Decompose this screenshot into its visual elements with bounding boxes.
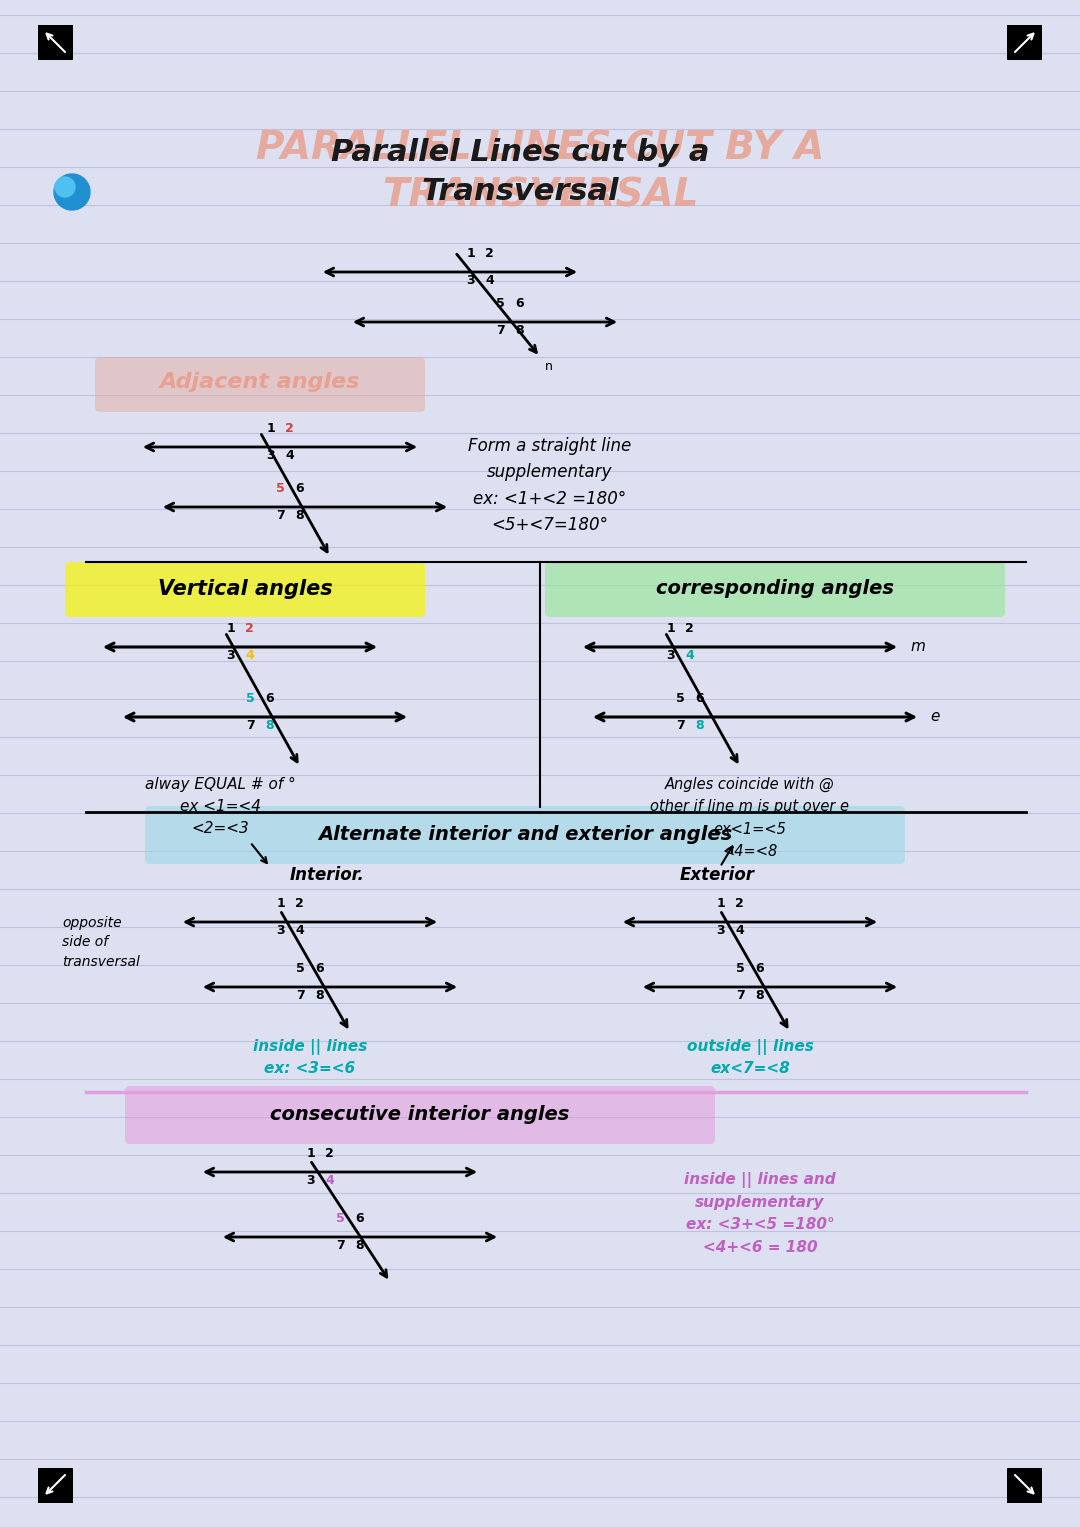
Text: 6: 6 bbox=[696, 692, 704, 705]
Text: 5: 5 bbox=[336, 1212, 345, 1225]
Text: 4: 4 bbox=[245, 649, 254, 663]
Text: 4: 4 bbox=[325, 1174, 334, 1186]
Text: 8: 8 bbox=[295, 508, 303, 522]
Text: n: n bbox=[545, 360, 553, 373]
Text: outside || lines
ex<7=<8: outside || lines ex<7=<8 bbox=[687, 1038, 813, 1077]
Text: opposite
side of
transversal: opposite side of transversal bbox=[62, 916, 140, 968]
Text: 7: 7 bbox=[496, 324, 505, 337]
Text: corresponding angles: corresponding angles bbox=[656, 580, 894, 599]
Text: 2: 2 bbox=[735, 896, 744, 910]
Text: 3: 3 bbox=[227, 649, 235, 663]
Circle shape bbox=[55, 177, 75, 197]
FancyBboxPatch shape bbox=[95, 357, 426, 412]
Text: 8: 8 bbox=[755, 989, 764, 1002]
Text: 5: 5 bbox=[276, 483, 285, 495]
Text: 3: 3 bbox=[716, 924, 725, 938]
Text: 5: 5 bbox=[296, 962, 305, 976]
Text: 6: 6 bbox=[265, 692, 273, 705]
Text: 1: 1 bbox=[267, 421, 275, 435]
Text: consecutive interior angles: consecutive interior angles bbox=[270, 1106, 569, 1124]
Text: 2: 2 bbox=[285, 421, 294, 435]
Text: 3: 3 bbox=[467, 273, 475, 287]
Text: Parallel Lines cut by a
Transversal: Parallel Lines cut by a Transversal bbox=[330, 139, 710, 206]
Bar bbox=[38, 24, 72, 60]
Text: 4: 4 bbox=[685, 649, 693, 663]
Text: Exterior: Exterior bbox=[680, 866, 755, 884]
Text: Alternate interior and exterior angles: Alternate interior and exterior angles bbox=[318, 826, 732, 844]
FancyBboxPatch shape bbox=[545, 562, 1005, 617]
Text: e: e bbox=[930, 710, 940, 724]
Text: 1: 1 bbox=[307, 1147, 315, 1161]
Text: 7: 7 bbox=[336, 1238, 345, 1252]
Text: 3: 3 bbox=[276, 924, 285, 938]
Text: 6: 6 bbox=[295, 483, 303, 495]
Text: 1: 1 bbox=[276, 896, 285, 910]
Text: m: m bbox=[910, 640, 924, 655]
Text: Form a straight line
supplementary
ex: <1+<2 =180°
<5+<7=180°: Form a straight line supplementary ex: <… bbox=[469, 437, 632, 534]
Text: 4: 4 bbox=[735, 924, 744, 938]
Text: 5: 5 bbox=[496, 296, 505, 310]
Text: 5: 5 bbox=[246, 692, 255, 705]
FancyBboxPatch shape bbox=[65, 562, 426, 617]
FancyBboxPatch shape bbox=[125, 1086, 715, 1144]
Text: 2: 2 bbox=[685, 621, 693, 635]
Text: 8: 8 bbox=[696, 719, 704, 731]
Text: 2: 2 bbox=[295, 896, 303, 910]
Text: 1: 1 bbox=[226, 621, 235, 635]
Text: 4: 4 bbox=[295, 924, 303, 938]
Text: 1: 1 bbox=[467, 247, 475, 260]
Text: 8: 8 bbox=[515, 324, 524, 337]
Text: 5: 5 bbox=[737, 962, 745, 976]
Text: 2: 2 bbox=[485, 247, 494, 260]
Text: 3: 3 bbox=[666, 649, 675, 663]
Text: 7: 7 bbox=[246, 719, 255, 731]
Text: 1: 1 bbox=[716, 896, 725, 910]
Text: inside || lines and
supplementary
ex: <3+<5 =180°
<4+<6 = 180: inside || lines and supplementary ex: <3… bbox=[685, 1173, 836, 1255]
Text: 8: 8 bbox=[315, 989, 324, 1002]
Text: 6: 6 bbox=[315, 962, 324, 976]
Text: 3: 3 bbox=[307, 1174, 315, 1186]
Text: 4: 4 bbox=[285, 449, 294, 463]
Text: inside || lines
ex: <3=<6: inside || lines ex: <3=<6 bbox=[253, 1038, 367, 1077]
Text: Adjacent angles: Adjacent angles bbox=[160, 373, 361, 392]
Text: 7: 7 bbox=[276, 508, 285, 522]
Text: 5: 5 bbox=[676, 692, 685, 705]
FancyBboxPatch shape bbox=[145, 806, 905, 864]
Text: Vertical angles: Vertical angles bbox=[158, 579, 333, 599]
Bar bbox=[1008, 1467, 1042, 1503]
Text: Interior.: Interior. bbox=[291, 866, 365, 884]
Text: Angles coincide with @
other if line m is put over e
ex<1=<5
<4=<8: Angles coincide with @ other if line m i… bbox=[650, 777, 850, 858]
Text: 6: 6 bbox=[755, 962, 764, 976]
Text: PARALLEL LINES CUT BY A
TRANSVERSAL: PARALLEL LINES CUT BY A TRANSVERSAL bbox=[256, 130, 824, 214]
Text: 2: 2 bbox=[245, 621, 254, 635]
Text: 7: 7 bbox=[296, 989, 305, 1002]
Text: alway EQUAL # of °
ex <1=<4
<2=<3: alway EQUAL # of ° ex <1=<4 <2=<3 bbox=[145, 777, 295, 837]
Text: 8: 8 bbox=[265, 719, 273, 731]
Text: 3: 3 bbox=[267, 449, 275, 463]
Text: 2: 2 bbox=[325, 1147, 334, 1161]
Bar bbox=[38, 1467, 72, 1503]
Text: 4: 4 bbox=[485, 273, 494, 287]
Text: 6: 6 bbox=[515, 296, 524, 310]
Text: 8: 8 bbox=[355, 1238, 364, 1252]
Circle shape bbox=[54, 174, 90, 211]
Text: 6: 6 bbox=[355, 1212, 364, 1225]
Text: 1: 1 bbox=[666, 621, 675, 635]
Text: 7: 7 bbox=[737, 989, 745, 1002]
Bar bbox=[1008, 24, 1042, 60]
Text: 7: 7 bbox=[676, 719, 685, 731]
